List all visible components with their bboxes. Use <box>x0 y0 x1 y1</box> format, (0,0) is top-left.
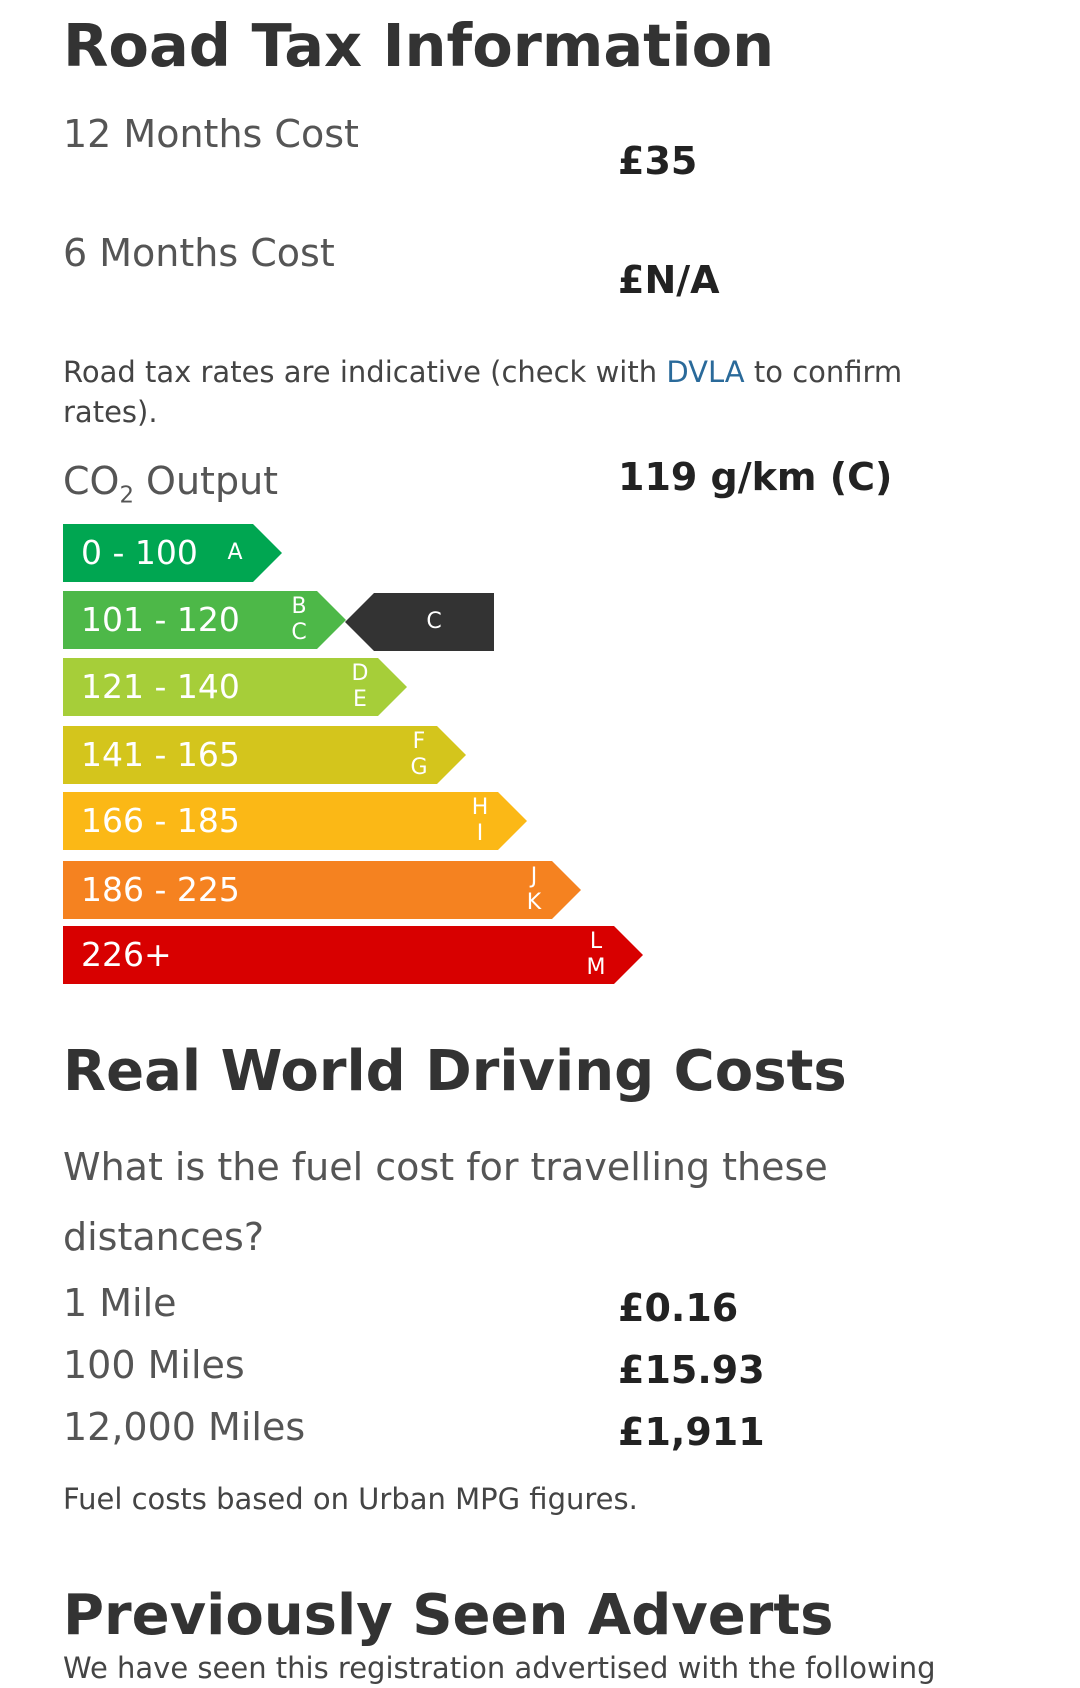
six-months-cost-label: 6 Months Cost <box>63 231 335 275</box>
twelve-months-cost-value: £35 <box>618 139 698 183</box>
road-tax-note: Road tax rates are indicative (check wit… <box>63 352 963 432</box>
co2-band-range: 0 - 100 <box>81 533 198 572</box>
driving-costs-title: Real World Driving Costs <box>63 1039 847 1104</box>
co2-band-bar <box>63 591 317 649</box>
co2-band-letters: A <box>227 540 243 565</box>
co2-band-arrow <box>437 726 466 784</box>
current-band-pointer: C <box>374 593 494 651</box>
co2-band-bar <box>63 861 552 919</box>
co2-band-bar <box>63 792 498 850</box>
co2-band-arrow <box>614 926 643 984</box>
co2-band-bar <box>63 926 614 984</box>
co2-band-bar <box>63 658 378 716</box>
previous-adverts-intro: We have seen this registration advertise… <box>63 1651 936 1685</box>
co2-band-range: 101 - 120 <box>81 600 240 639</box>
co2-band-arrow <box>498 792 527 850</box>
hundred-miles-value: £15.93 <box>618 1348 765 1392</box>
co2-band-arrow <box>552 861 581 919</box>
co2-band-bar <box>63 524 253 582</box>
co2-band-bar <box>63 726 437 784</box>
co2-band-range: 166 - 185 <box>81 801 240 840</box>
one-mile-label: 1 Mile <box>63 1281 177 1325</box>
co2-band-range: 121 - 140 <box>81 667 240 706</box>
road-tax-note-prefix: Road tax rates are indicative (check wit… <box>63 355 667 389</box>
road-tax-title: Road Tax Information <box>63 11 775 80</box>
current-band-pointer-icon <box>345 593 374 651</box>
hundred-miles-label: 100 Miles <box>63 1343 245 1387</box>
co2-band-arrow <box>317 591 346 649</box>
twelve-thousand-miles-value: £1,911 <box>618 1410 765 1454</box>
twelve-thousand-miles-label: 12,000 Miles <box>63 1405 306 1449</box>
co2-band-arrow <box>378 658 407 716</box>
co2-output-label: CO2 Output <box>63 453 463 525</box>
road-tax-note-suffix: to confirm rates). <box>63 355 903 429</box>
fuel-cost-note: Fuel costs based on Urban MPG figures. <box>63 1482 638 1516</box>
previous-adverts-title: Previously Seen Adverts <box>63 1583 834 1648</box>
dvla-link[interactable]: DVLA <box>666 355 745 389</box>
twelve-months-cost-label: 12 Months Cost <box>63 112 359 156</box>
co2-label-main: CO <box>63 459 120 503</box>
co2-output-value: 119 g/km (C) <box>618 455 893 499</box>
co2-band-arrow <box>253 524 282 582</box>
fuel-cost-question: What is the fuel cost for travelling the… <box>63 1145 828 1259</box>
six-months-cost-value: £N/A <box>618 258 720 302</box>
co2-label-subscript: 2 <box>119 482 134 509</box>
co2-band-range: 141 - 165 <box>81 735 240 774</box>
co2-label-rest: Output <box>133 459 279 503</box>
one-mile-value: £0.16 <box>618 1286 739 1330</box>
co2-band-range: 226+ <box>81 935 172 974</box>
co2-band-range: 186 - 225 <box>81 870 240 909</box>
